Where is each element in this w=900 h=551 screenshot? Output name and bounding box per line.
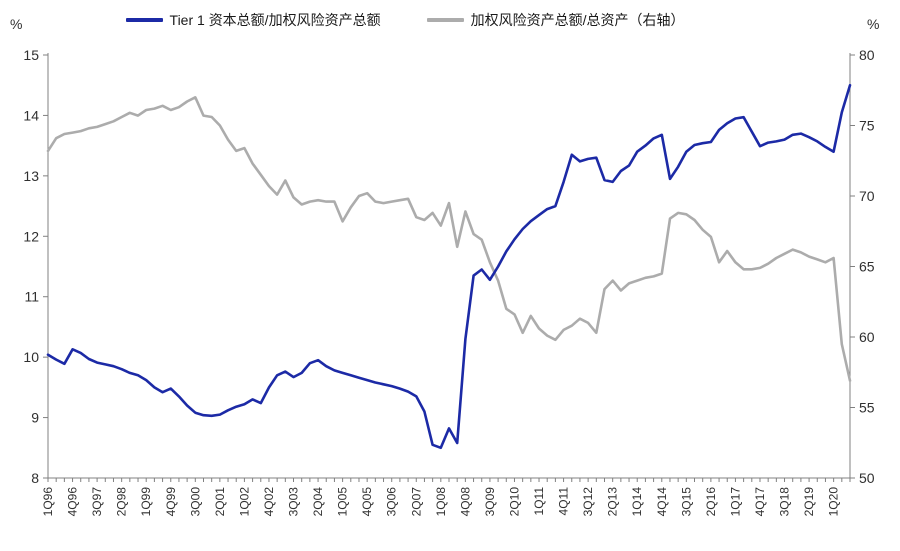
x-axis-tick-label: 1Q05: [336, 487, 350, 517]
x-axis-tick-label: 3Q03: [287, 487, 301, 517]
y-axis-left-tick-label: 11: [24, 289, 39, 305]
x-axis-tick-label: 4Q99: [164, 487, 178, 517]
tier1-capital-ratio-line: [46, 83, 852, 450]
x-axis-tick-label: 4Q14: [655, 487, 669, 517]
x-axis-tick-label: 4Q17: [753, 487, 767, 517]
x-axis-tick-label: 1Q96: [41, 487, 55, 517]
y-axis-left-tick-label: 9: [31, 410, 39, 426]
x-axis-tick-label: 4Q96: [66, 487, 80, 517]
legend-item-rwa-to-assets: 加权风险资产总额/总资产（右轴）: [426, 10, 685, 30]
y-axis-left-tick-label: 10: [23, 349, 39, 365]
y-axis-right-tick-label: 80: [859, 47, 875, 63]
y-axis-left-tick-label: 8: [31, 470, 39, 486]
y-axis-right-tick-label: 75: [859, 118, 875, 134]
x-axis-tick-label: 1Q14: [630, 487, 644, 517]
x-axis-tick-label: 4Q11: [557, 487, 571, 516]
x-axis-tick-label: 2Q04: [311, 487, 325, 517]
chart-legend: Tier 1 资本总额/加权风险资产总额 加权风险资产总额/总资产（右轴）: [0, 10, 900, 30]
x-axis-tick-label: 3Q00: [188, 487, 202, 517]
x-axis-tick-label: 2Q19: [802, 487, 816, 517]
legend-label-rwa: 加权风险资产总额/总资产（右轴）: [470, 12, 685, 28]
x-axis-tick-label: 1Q02: [237, 487, 251, 517]
tier1-line-swatch: [125, 18, 163, 22]
x-axis-tick-label: 2Q13: [606, 487, 620, 517]
x-axis-tick-label: 3Q12: [581, 487, 595, 517]
legend-item-tier1-capital-ratio: Tier 1 资本总额/加权风险资产总额: [125, 10, 381, 30]
x-axis-tick-label: 1Q17: [728, 487, 742, 517]
x-axis-tick-label: 4Q02: [262, 487, 276, 517]
x-axis-tick-label: 1Q08: [434, 487, 448, 517]
left-axis-unit-label: %: [10, 16, 23, 32]
y-axis-right-tick-label: 60: [859, 329, 875, 345]
y-axis-right-tick-label: 70: [859, 188, 875, 204]
x-axis-tick-label: 3Q18: [778, 487, 792, 517]
rwa-to-total-assets-line: [46, 96, 852, 383]
x-axis-tick-label: 2Q01: [213, 487, 227, 517]
rwa-line-swatch: [426, 18, 464, 22]
y-axis-left-tick-label: 14: [23, 107, 39, 123]
x-axis-tick-label: 2Q10: [507, 487, 521, 517]
x-axis-tick-label: 3Q09: [483, 487, 497, 517]
x-axis-tick-label: 3Q15: [679, 487, 693, 517]
x-axis-tick-label: 3Q06: [385, 487, 399, 517]
x-axis-tick-label: 2Q98: [115, 487, 129, 517]
x-axis-tick-label: 1Q20: [827, 487, 841, 517]
x-axis-tick-label: 4Q05: [360, 487, 374, 517]
y-axis-right-tick-label: 50: [859, 470, 875, 486]
y-axis-right-tick-label: 55: [859, 400, 875, 416]
y-axis-left-tick-label: 13: [23, 168, 39, 184]
y-axis-right-tick-label: 65: [859, 259, 875, 275]
y-axis-left-tick-label: 15: [23, 47, 39, 63]
x-axis-tick-label: 2Q16: [704, 487, 718, 517]
right-axis-unit-label: %: [867, 16, 880, 32]
y-axis-left-tick-label: 12: [23, 228, 39, 244]
legend-label-tier1: Tier 1 资本总额/加权风险资产总额: [169, 12, 381, 28]
x-axis-tick-label: 1Q99: [139, 487, 153, 517]
x-axis-tick-label: 3Q97: [90, 487, 104, 517]
x-axis-tick-label: 1Q11: [532, 487, 546, 516]
x-axis-tick-label: 4Q08: [458, 487, 472, 517]
x-axis-tick-label: 2Q07: [409, 487, 423, 517]
